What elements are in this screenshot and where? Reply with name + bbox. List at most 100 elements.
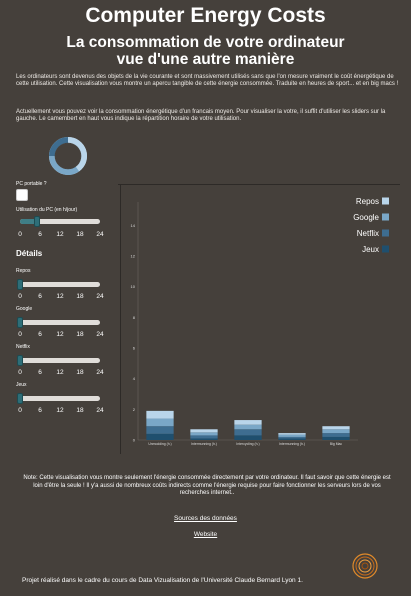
tick-label: 12 xyxy=(56,231,64,238)
pie-slice xyxy=(49,137,69,157)
x-tick-label: Intercycling (h.) xyxy=(236,442,259,446)
detail-slider-label: Jeux xyxy=(16,382,27,388)
legend-swatch xyxy=(382,229,389,237)
divider-horizontal xyxy=(118,184,400,185)
pie-slice xyxy=(49,155,80,175)
tick-label: 12 xyxy=(56,369,64,376)
laptop-label: PC portable ? xyxy=(16,181,47,187)
slider-track[interactable] xyxy=(20,320,100,325)
x-tick-label: Unmodding (h.) xyxy=(148,442,171,446)
detail-slider-jeux[interactable] xyxy=(17,393,100,404)
bar-segment-netflix xyxy=(234,429,262,436)
slider-track[interactable] xyxy=(20,396,100,401)
tick-label: 6 xyxy=(38,293,42,300)
slider-ticks: 0 6 12 18 24 xyxy=(18,369,104,377)
legend-swatch xyxy=(382,213,389,221)
tick-label: 12 xyxy=(56,331,64,338)
bar-segment-repos xyxy=(146,410,174,419)
pie-slice xyxy=(67,137,87,172)
slider-ticks: 0 6 12 18 24 xyxy=(18,407,104,415)
slider-track[interactable] xyxy=(20,358,100,363)
y-tick-label: 6 xyxy=(133,346,136,351)
bar-segment-repos xyxy=(234,420,262,425)
tick-label: 24 xyxy=(96,331,104,338)
bar-segment-repos xyxy=(322,426,350,430)
tick-label: 6 xyxy=(38,331,42,338)
tick-label: 12 xyxy=(56,407,64,414)
bar-segment-netflix xyxy=(146,426,174,434)
laptop-checkbox[interactable] xyxy=(16,189,28,201)
usage-slider-track[interactable] xyxy=(20,219,100,224)
slider-track[interactable] xyxy=(20,282,100,287)
usage-slider[interactable] xyxy=(20,216,100,227)
bar-segment-google xyxy=(234,424,262,430)
pie-group xyxy=(49,137,87,175)
slider-handle[interactable] xyxy=(17,393,23,404)
tick-label: 6 xyxy=(38,369,42,376)
usage-slider-handle[interactable] xyxy=(33,216,40,227)
tick-label: 0 xyxy=(18,231,22,238)
tick-label: 24 xyxy=(96,369,104,376)
usage-ticks: 0 6 12 18 24 xyxy=(18,231,104,239)
bar-segment-netflix xyxy=(190,435,218,439)
pie-inner-outline xyxy=(54,142,82,170)
detail-slider-google[interactable] xyxy=(17,317,100,328)
tick-label: 0 xyxy=(18,293,22,300)
intro-paragraph-1: Les ordinateurs sont devenus des objets … xyxy=(16,74,399,87)
tick-label: 18 xyxy=(76,231,84,238)
usage-label: Utilisation du PC (en h/jour) xyxy=(16,207,78,213)
x-tick-label: Big Mac xyxy=(330,442,343,446)
legend-swatch xyxy=(382,197,389,205)
tick-label: 0 xyxy=(18,369,22,376)
slider-handle[interactable] xyxy=(17,279,23,290)
subtitle-line-2: vue d'une autre manière xyxy=(116,51,295,68)
bar-segment-jeux xyxy=(322,436,350,440)
x-tick-label: Intermunning (h.) xyxy=(191,442,217,446)
tick-label: 18 xyxy=(76,331,84,338)
sources-link[interactable]: Sources des données xyxy=(174,515,237,522)
tick-label: 24 xyxy=(96,293,104,300)
detail-slider-label: Google xyxy=(16,306,33,312)
bar-segment-jeux xyxy=(234,435,262,440)
legend-label: Jeux xyxy=(362,245,379,254)
tick-label: 18 xyxy=(76,369,84,376)
tick-label: 24 xyxy=(96,407,104,414)
slider-ticks: 0 6 12 18 24 xyxy=(18,331,104,339)
tick-label: 0 xyxy=(18,407,22,414)
tick-label: 0 xyxy=(18,331,22,338)
bar-segment-jeux xyxy=(190,438,218,440)
detail-slider-label: Repos xyxy=(16,268,31,274)
divider-vertical xyxy=(120,184,121,454)
bar-segment-google xyxy=(322,429,350,434)
legend-swatch xyxy=(382,245,389,253)
tick-label: 6 xyxy=(38,407,42,414)
x-tick-label: Intermunning (h.) xyxy=(279,442,305,446)
legend-label: Repos xyxy=(356,197,379,206)
detail-slider-netflix[interactable] xyxy=(17,355,100,366)
y-tick-label: 0 xyxy=(133,438,136,443)
bar-segment-google xyxy=(146,418,174,427)
footnote: Note: Cette visualisation vous montre se… xyxy=(23,475,391,496)
bar-segment-jeux xyxy=(278,438,306,440)
tick-label: 6 xyxy=(38,231,42,238)
slider-ticks: 0 6 12 18 24 xyxy=(18,293,104,301)
credit-text: Projet réalisé dans le cadre du cours de… xyxy=(22,577,303,584)
subtitle-line-1: La consommation de votre ordinateur xyxy=(66,34,345,51)
website-link[interactable]: Website xyxy=(193,531,218,538)
tick-label: 18 xyxy=(76,407,84,414)
slider-handle[interactable] xyxy=(17,355,23,366)
energy-bar-chart: 0 2 4 6 8 10 12 14 Unmodding (h.) Intermunning (h… xyxy=(131,197,389,446)
y-tick-label: 2 xyxy=(133,407,136,412)
tick-label: 12 xyxy=(56,293,64,300)
tick-label: 24 xyxy=(96,231,104,238)
bar-segment-repos xyxy=(278,433,306,435)
bar-segment-netflix xyxy=(322,433,350,437)
intro-paragraph-2: Actuellement vous pouvez voir la consomm… xyxy=(16,109,386,122)
details-heading: Détails xyxy=(16,249,43,258)
detail-slider-label: Netflix xyxy=(16,344,30,350)
detail-slider-repos[interactable] xyxy=(17,279,100,290)
bar-segment-google xyxy=(278,434,306,437)
slider-handle[interactable] xyxy=(17,317,23,328)
legend-label: Google xyxy=(353,213,379,222)
usage-slider-fill xyxy=(20,219,37,224)
